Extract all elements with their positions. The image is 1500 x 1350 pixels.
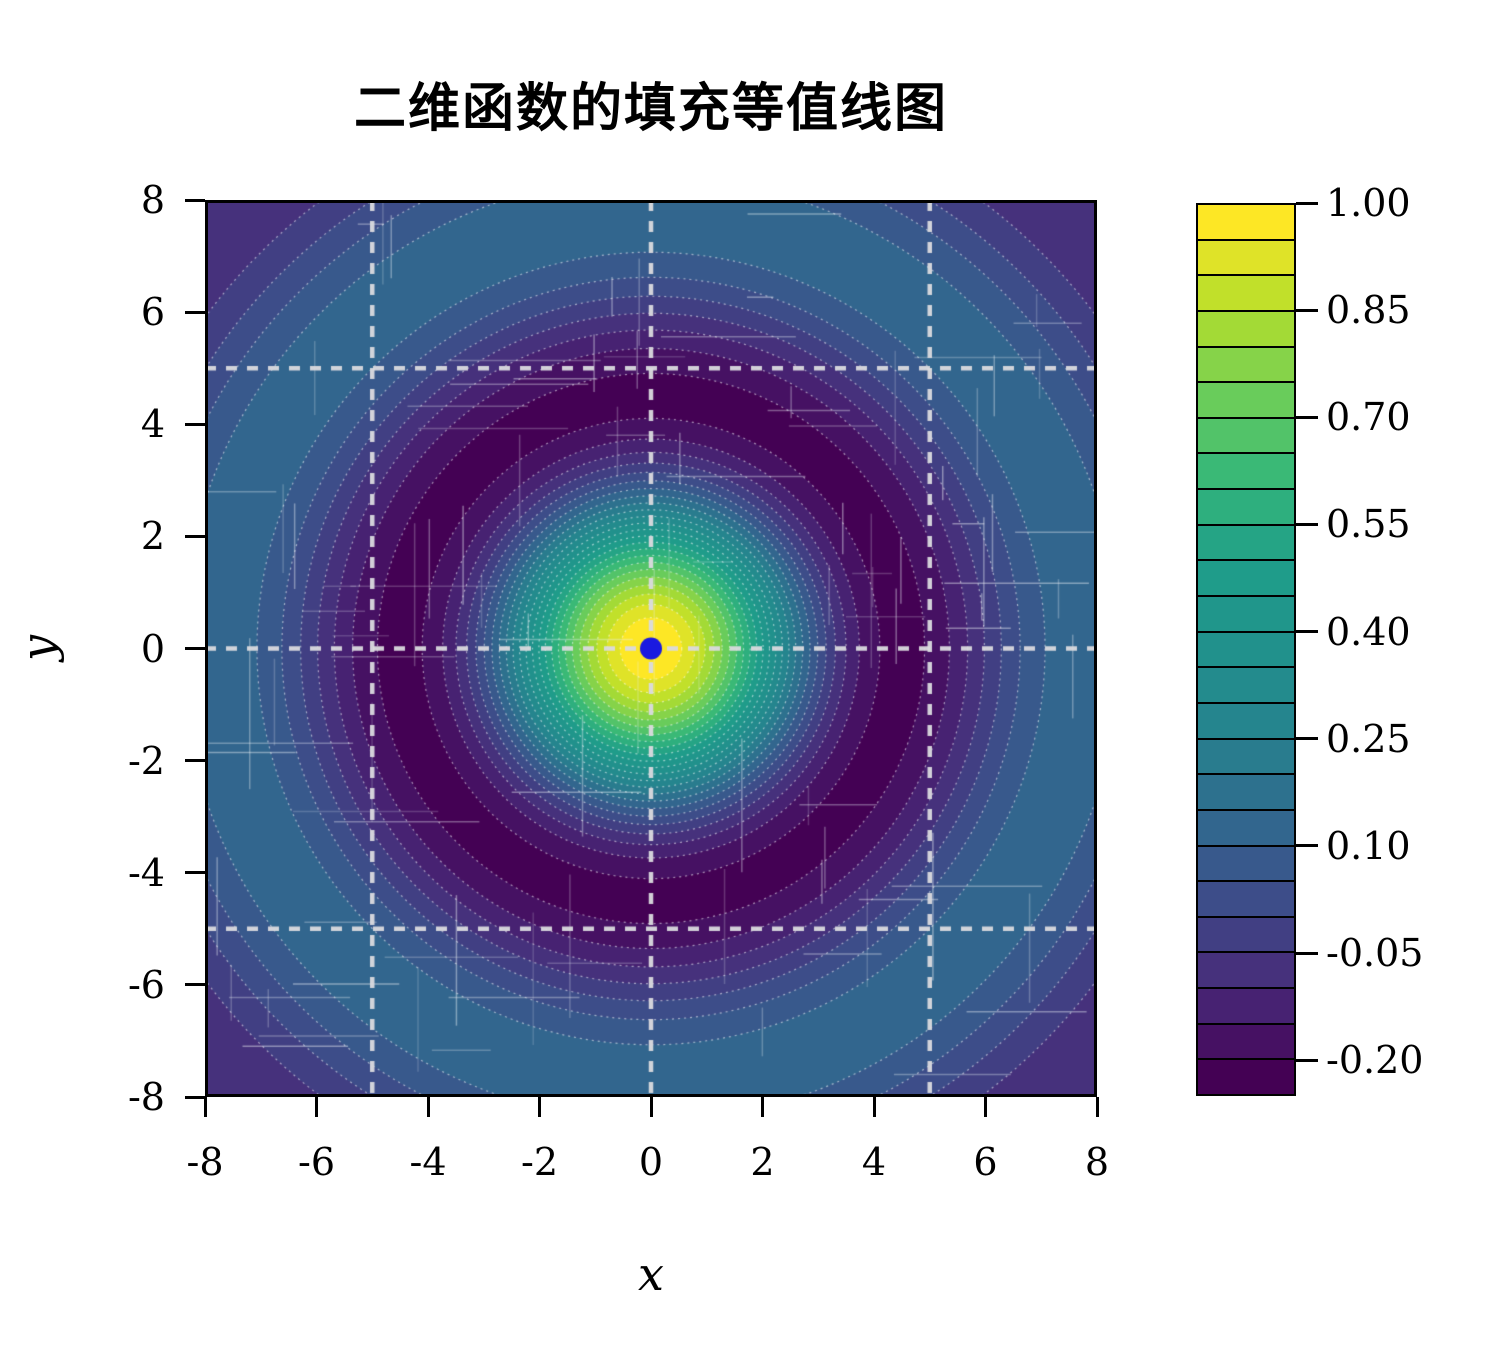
colorbar-tick bbox=[1296, 308, 1318, 312]
x-axis-tick bbox=[1095, 1097, 1099, 1117]
x-axis-tick-label: 2 bbox=[750, 1140, 775, 1184]
colorbar-segment bbox=[1198, 989, 1294, 1025]
y-axis-tick bbox=[185, 422, 205, 426]
x-axis-tick-label: 0 bbox=[638, 1140, 664, 1184]
x-axis-label: x bbox=[638, 1247, 664, 1301]
colorbar-segment bbox=[1198, 703, 1294, 740]
colorbar-segment bbox=[1198, 276, 1294, 312]
y-axis-tick bbox=[185, 1095, 205, 1099]
colorbar-tick bbox=[1296, 737, 1318, 741]
colorbar-segment bbox=[1198, 882, 1294, 918]
colorbar-segment bbox=[1198, 846, 1294, 883]
y-axis-tick-label: 6 bbox=[140, 290, 165, 335]
colorbar-segment bbox=[1198, 383, 1294, 419]
colorbar-segment bbox=[1198, 561, 1294, 598]
colorbar-segment bbox=[1198, 597, 1294, 633]
colorbar-segment bbox=[1198, 240, 1294, 277]
colorbar-segment bbox=[1198, 632, 1294, 669]
colorbar-tick-label: 0.10 bbox=[1326, 823, 1411, 868]
y-axis-tick-label: 2 bbox=[140, 514, 165, 559]
colorbar-segment bbox=[1198, 917, 1294, 954]
colorbar-tick bbox=[1296, 630, 1318, 634]
colorbar-tick-label: 1.00 bbox=[1326, 181, 1411, 225]
y-axis-tick-label: -4 bbox=[127, 850, 165, 895]
colorbar-tick bbox=[1296, 1058, 1318, 1062]
y-axis-tick-label: 0 bbox=[140, 626, 165, 671]
colorbar-segment bbox=[1198, 775, 1294, 811]
colorbar-tick-label: 0.40 bbox=[1326, 609, 1411, 654]
colorbar-tick-label: -0.20 bbox=[1326, 1038, 1424, 1083]
colorbar-tick-label: 0.70 bbox=[1326, 395, 1411, 440]
contour-plot-canvas bbox=[205, 200, 1097, 1097]
colorbar-tick-label: 0.55 bbox=[1326, 502, 1411, 547]
y-axis-tick bbox=[185, 983, 205, 987]
x-axis-tick bbox=[426, 1097, 430, 1117]
x-axis-tick bbox=[761, 1097, 764, 1117]
chart-title: 二维函数的填充等值线图 bbox=[353, 78, 948, 139]
x-axis-tick-label: -6 bbox=[297, 1140, 336, 1184]
y-axis-tick-label: -6 bbox=[127, 962, 165, 1007]
y-axis-tick-label: -8 bbox=[127, 1075, 165, 1119]
colorbar-segment bbox=[1198, 953, 1294, 990]
y-axis-tick bbox=[185, 759, 205, 763]
colorbar-tick bbox=[1296, 951, 1318, 955]
x-axis-tick-label: -8 bbox=[186, 1140, 224, 1184]
colorbar-segment bbox=[1198, 347, 1294, 384]
colorbar-tick bbox=[1296, 201, 1318, 205]
x-axis-tick-label: 4 bbox=[861, 1140, 887, 1184]
y-axis-tick-label: 4 bbox=[140, 402, 165, 447]
y-axis-tick bbox=[185, 310, 205, 314]
colorbar bbox=[1196, 203, 1296, 1096]
colorbar-segment bbox=[1198, 525, 1294, 562]
x-axis-tick bbox=[984, 1097, 987, 1117]
x-axis-tick-label: 8 bbox=[1084, 1140, 1110, 1184]
x-axis-tick bbox=[872, 1097, 876, 1117]
colorbar-segment bbox=[1198, 490, 1294, 526]
colorbar-tick-label: 0.85 bbox=[1326, 288, 1411, 333]
x-axis-tick-label: 6 bbox=[973, 1140, 998, 1184]
colorbar-tick bbox=[1296, 844, 1318, 848]
colorbar-segment bbox=[1198, 454, 1294, 491]
colorbar-segment bbox=[1198, 1024, 1294, 1061]
colorbar-tick-label: -0.05 bbox=[1326, 931, 1424, 976]
y-axis-tick bbox=[185, 198, 205, 202]
x-axis-tick bbox=[315, 1097, 318, 1117]
x-axis-tick bbox=[203, 1097, 207, 1117]
x-axis-tick bbox=[538, 1097, 541, 1117]
colorbar-segment bbox=[1198, 418, 1294, 455]
colorbar-segment bbox=[1198, 668, 1294, 704]
colorbar-segment bbox=[1198, 1060, 1294, 1095]
y-axis-tick-label: 8 bbox=[140, 178, 165, 222]
colorbar-tick bbox=[1296, 415, 1318, 419]
colorbar-segment bbox=[1198, 739, 1294, 776]
y-axis-tick bbox=[185, 647, 205, 650]
x-axis-tick-label: -4 bbox=[409, 1140, 447, 1184]
y-axis-tick-label: -2 bbox=[127, 738, 165, 783]
y-axis-tick bbox=[185, 871, 205, 875]
y-axis-tick bbox=[185, 534, 205, 538]
colorbar-segment bbox=[1198, 311, 1294, 348]
colorbar-tick bbox=[1296, 522, 1318, 526]
x-axis-tick bbox=[649, 1097, 653, 1117]
colorbar-segment bbox=[1198, 205, 1294, 241]
colorbar-segment bbox=[1198, 810, 1294, 847]
colorbar-tick-label: 0.25 bbox=[1326, 716, 1411, 761]
x-axis-tick-label: -2 bbox=[520, 1140, 559, 1184]
